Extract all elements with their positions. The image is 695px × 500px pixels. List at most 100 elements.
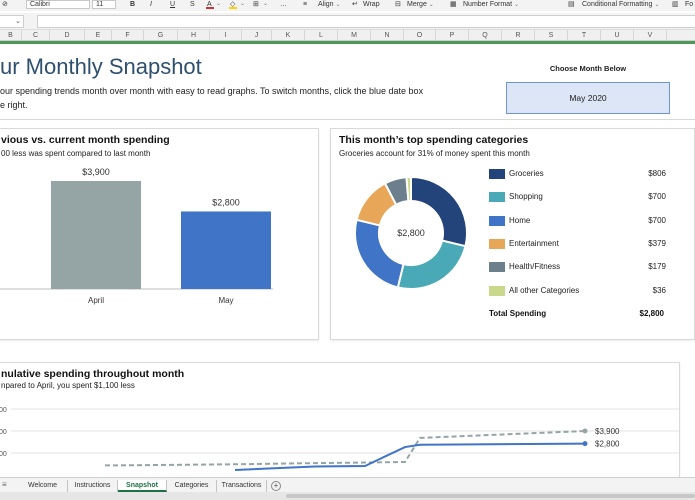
column-header-m[interactable]: M — [338, 30, 371, 41]
column-header-k[interactable]: K — [272, 30, 305, 41]
format-table-icon[interactable]: ▥ — [672, 1, 679, 8]
cumulative-spending-card[interactable]: nulative spending throughout month npare… — [0, 362, 680, 477]
conditional-formatting-label: Conditional Formatting — [582, 1, 653, 8]
conditional-formatting-button[interactable]: Conditional Formatting ⌄ — [582, 1, 660, 8]
format-table-button[interactable]: Fo — [685, 0, 693, 11]
column-header-o[interactable]: O — [404, 30, 436, 41]
column-header-d[interactable]: D — [50, 30, 85, 41]
tab-snapshot[interactable]: Snapshot — [118, 480, 167, 492]
subtitle-line-1: our spending trends month over month wit… — [0, 86, 424, 96]
legend-label: Groceries — [509, 169, 544, 178]
name-box[interactable]: ⌄ — [0, 15, 24, 28]
previous-vs-current-card[interactable]: vious vs. current month spending 00 less… — [0, 128, 319, 340]
number-format-button[interactable]: Number Format ⌄ — [463, 1, 519, 8]
underline-icon[interactable]: U — [170, 1, 176, 8]
series-end-label: $2,800 — [595, 440, 620, 449]
fill-color-icon[interactable]: ◇ — [230, 1, 236, 8]
legend-value: $379 — [648, 238, 666, 248]
more-icon[interactable]: … — [280, 1, 287, 8]
legend-label: Shopping — [509, 192, 543, 202]
merge-label: Merge — [407, 1, 427, 8]
column-header-c[interactable]: C — [22, 30, 50, 41]
horizontal-scrollbar[interactable] — [0, 492, 695, 500]
scrollbar-thumb[interactable] — [286, 494, 695, 498]
cumulative-series-2 — [234, 442, 586, 471]
legend-value: $36 — [652, 285, 666, 295]
choose-month-label: Choose Month Below — [549, 64, 627, 73]
font-size-select[interactable]: 11 — [92, 0, 116, 9]
chevron-down-icon[interactable]: ⌄ — [263, 1, 269, 7]
column-header-n[interactable]: N — [371, 30, 404, 41]
font-color-icon[interactable]: A — [207, 1, 212, 8]
y-tick-label: 00 — [0, 407, 7, 414]
column-header-f[interactable]: F — [112, 30, 144, 41]
add-sheet-icon[interactable]: + — [271, 481, 281, 491]
y-tick-label: 00 — [0, 429, 7, 436]
conditional-formatting-icon[interactable]: ▤ — [568, 1, 575, 8]
donut-slice-6 — [405, 175, 412, 203]
page-subtitle: our spending trends month over month wit… — [0, 84, 450, 112]
total-spending-label: Total Spending — [489, 309, 547, 318]
bar-value-label: $3,900 — [82, 167, 110, 177]
legend-value: $179 — [648, 262, 666, 272]
formula-bar-row: ⌄ — [0, 13, 695, 30]
legend-label: Home — [509, 215, 531, 225]
column-header-h[interactable]: H — [178, 30, 210, 41]
wrap-button[interactable]: Wrap — [363, 0, 380, 11]
column-header-r[interactable]: R — [502, 30, 535, 41]
month-selector-cell[interactable]: May 2020 — [506, 82, 670, 114]
column-header-p[interactable]: P — [436, 30, 469, 41]
tab-categories[interactable]: Categories — [167, 480, 217, 492]
borders-icon[interactable]: ⊞ — [253, 1, 259, 8]
card-subtitle: npared to April, you spent $1,100 less — [1, 381, 135, 390]
legend-value: $700 — [648, 215, 666, 225]
font-name-select[interactable]: Calibri — [26, 0, 90, 9]
tab-menu-icon[interactable]: ≡ — [2, 480, 7, 489]
donut-center-label: $2,800 — [397, 228, 425, 238]
formula-input[interactable] — [37, 15, 695, 28]
column-header-e[interactable]: E — [85, 30, 112, 41]
italic-icon[interactable]: I — [150, 1, 152, 8]
paste-icon[interactable]: ⊘ — [2, 1, 8, 8]
font-name-value: Calibri — [30, 1, 50, 8]
bar-category-label: May — [218, 296, 233, 305]
card-title: This month’s top spending categories — [339, 134, 529, 146]
column-header-q[interactable]: Q — [469, 30, 502, 41]
column-header-t[interactable]: T — [568, 30, 601, 41]
column-header-l[interactable]: L — [305, 30, 338, 41]
chevron-down-icon[interactable]: ⌄ — [216, 1, 222, 7]
legend-swatch — [489, 262, 505, 273]
legend-label: Health/Fitness — [509, 262, 561, 272]
column-header-j[interactable]: J — [242, 30, 272, 41]
column-header-v[interactable]: V — [634, 30, 667, 41]
merge-icon[interactable]: ⊟ — [395, 1, 401, 8]
tab-instructions[interactable]: Instructions — [68, 480, 118, 492]
align-button[interactable]: Align ⌄ — [318, 1, 341, 8]
monthly-bar-chart: $3,900 April $2,800 May — [0, 167, 273, 305]
series-end-marker — [582, 441, 588, 447]
align-icon[interactable]: ≡ — [303, 1, 308, 8]
wrap-icon[interactable]: ↵ — [352, 1, 358, 8]
column-header-s[interactable]: S — [535, 30, 568, 41]
column-header-u[interactable]: U — [601, 30, 634, 41]
strikethrough-icon[interactable]: S — [190, 1, 195, 8]
chevron-down-icon[interactable]: ⌄ — [240, 1, 246, 7]
column-header-b[interactable]: B — [0, 30, 22, 41]
top-categories-card[interactable]: This month’s top spending categories Gro… — [330, 128, 695, 340]
tab-welcome[interactable]: Welcome — [18, 480, 68, 492]
card-title: nulative spending throughout month — [1, 368, 185, 380]
merge-button[interactable]: Merge ⌄ — [407, 1, 434, 8]
column-header-i[interactable]: I — [210, 30, 242, 41]
format-table-label: Fo — [685, 1, 694, 8]
worksheet-area[interactable]: ur Monthly Snapshot our spending trends … — [0, 44, 695, 477]
font-color-swatch — [206, 7, 214, 9]
selection-indicator — [0, 41, 695, 44]
legend-label: Entertainment — [509, 238, 559, 248]
font-size-value: 11 — [96, 1, 104, 8]
number-format-icon[interactable]: ▦ — [450, 1, 457, 8]
column-header-g[interactable]: G — [144, 30, 178, 41]
tab-transactions[interactable]: Transactions — [217, 480, 267, 492]
legend-swatch — [489, 285, 505, 296]
bold-icon[interactable]: B — [130, 1, 136, 8]
divider — [0, 119, 695, 120]
